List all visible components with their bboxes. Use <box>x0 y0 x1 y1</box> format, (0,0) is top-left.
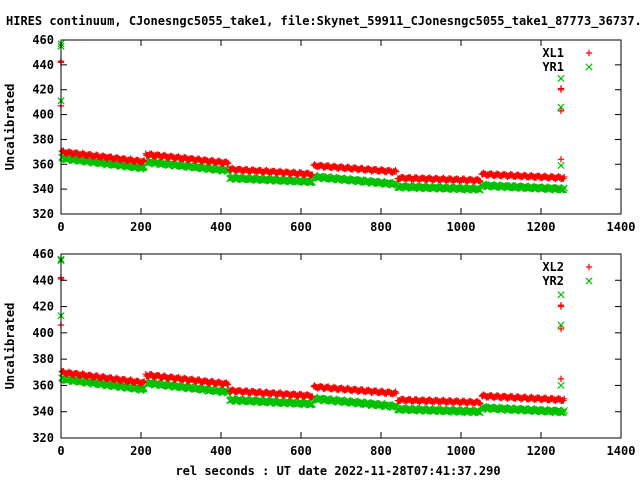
y-tick-label: 340 <box>32 182 54 196</box>
data-point-outlier <box>557 86 565 93</box>
data-point-outlier <box>557 291 565 299</box>
y-tick-label: 440 <box>32 273 54 287</box>
x-tick-label: 600 <box>290 220 312 234</box>
data-point-outlier <box>557 107 565 115</box>
plot-panel-top: 320 340 360 380 400 420 440 460 0 200 400 600 800 100… <box>3 33 635 234</box>
y-tick-label: 380 <box>32 352 54 366</box>
data-point <box>392 388 399 395</box>
data-point <box>559 408 568 417</box>
x-tick-label: 200 <box>130 220 152 234</box>
y-tick-label: 400 <box>32 108 54 122</box>
plot-frame <box>60 39 622 215</box>
y-tick-label: 460 <box>32 33 54 47</box>
x-tick-label: 1000 <box>447 220 476 234</box>
y-axis-label: Uncalibrated <box>3 84 17 171</box>
y-tick-label: 420 <box>32 83 54 97</box>
data-point-outlier <box>557 74 565 83</box>
legend-marker <box>585 263 593 271</box>
data-point <box>140 158 147 165</box>
data-point <box>309 171 316 178</box>
plot-frame <box>60 253 622 439</box>
x-tick-label: 800 <box>370 444 392 458</box>
x-tick-label: 400 <box>210 220 232 234</box>
data-point <box>560 184 568 192</box>
data-point <box>141 378 148 385</box>
y-tick-label: 420 <box>32 300 54 314</box>
x-tick-label: 0 <box>57 444 64 458</box>
data-point-outlier <box>557 103 565 111</box>
data-point <box>477 400 484 407</box>
y-axis-label: Uncalibrated <box>3 303 17 390</box>
data-point <box>392 167 399 174</box>
data-point <box>140 379 147 386</box>
x-tick-label: 1200 <box>527 220 556 234</box>
y-tick-label: 320 <box>32 207 54 221</box>
data-point <box>225 380 232 388</box>
data-point <box>476 177 483 184</box>
y-tick-label: 360 <box>32 157 54 171</box>
data-point <box>393 390 400 397</box>
legend-marker <box>585 49 593 57</box>
data-point-outlier <box>557 321 565 329</box>
x-axis-label: rel seconds : UT date 2022-11-28T07:41:3… <box>175 464 500 478</box>
y-tick-label: 460 <box>32 247 54 261</box>
x-tick-label: 200 <box>130 444 152 458</box>
data-point <box>560 407 568 415</box>
legend-label: YR1 <box>542 60 564 74</box>
x-tick-label: 800 <box>370 220 392 234</box>
data-point-outlier <box>557 161 565 170</box>
y-tick-label: 440 <box>32 58 54 72</box>
data-point <box>561 173 568 181</box>
y-tick-label: 340 <box>32 405 54 419</box>
legend-label: XL2 <box>542 260 564 274</box>
data-point-outlier <box>557 381 565 390</box>
legend-marker <box>585 277 593 285</box>
data-point <box>561 395 568 402</box>
x-tick-label: 1200 <box>527 444 556 458</box>
y-tick-label: 380 <box>32 132 54 146</box>
x-tick-label: 1400 <box>607 220 636 234</box>
data-point-outlier <box>557 156 565 163</box>
data-point <box>141 157 148 164</box>
y-tick-label: 320 <box>32 431 54 445</box>
data-point-outlier <box>557 303 565 310</box>
legend-marker <box>585 63 593 71</box>
y-tick-label: 400 <box>32 326 54 340</box>
legend-label: XL1 <box>542 46 564 60</box>
figure-title: HIRES continuum, CJonesngc5055_take1, fi… <box>6 14 640 29</box>
data-point <box>477 178 484 185</box>
data-point <box>559 186 568 194</box>
x-tick-label: 400 <box>210 444 232 458</box>
x-tick-label: 1400 <box>607 444 636 458</box>
x-tick-label: 1000 <box>447 444 476 458</box>
plot-panel-bottom: 320 340 360 380 400 420 440 460 0 200 400 600 800 100… <box>3 247 635 458</box>
x-tick-label: 0 <box>57 220 64 234</box>
data-point <box>393 168 400 175</box>
data-point <box>476 399 483 406</box>
data-point-outlier <box>557 375 565 383</box>
data-point <box>309 393 316 400</box>
legend-label: YR2 <box>542 274 564 288</box>
x-tick-label: 600 <box>290 444 312 458</box>
data-point-outlier <box>557 325 565 333</box>
y-tick-label: 360 <box>32 378 54 392</box>
data-point <box>225 159 232 167</box>
